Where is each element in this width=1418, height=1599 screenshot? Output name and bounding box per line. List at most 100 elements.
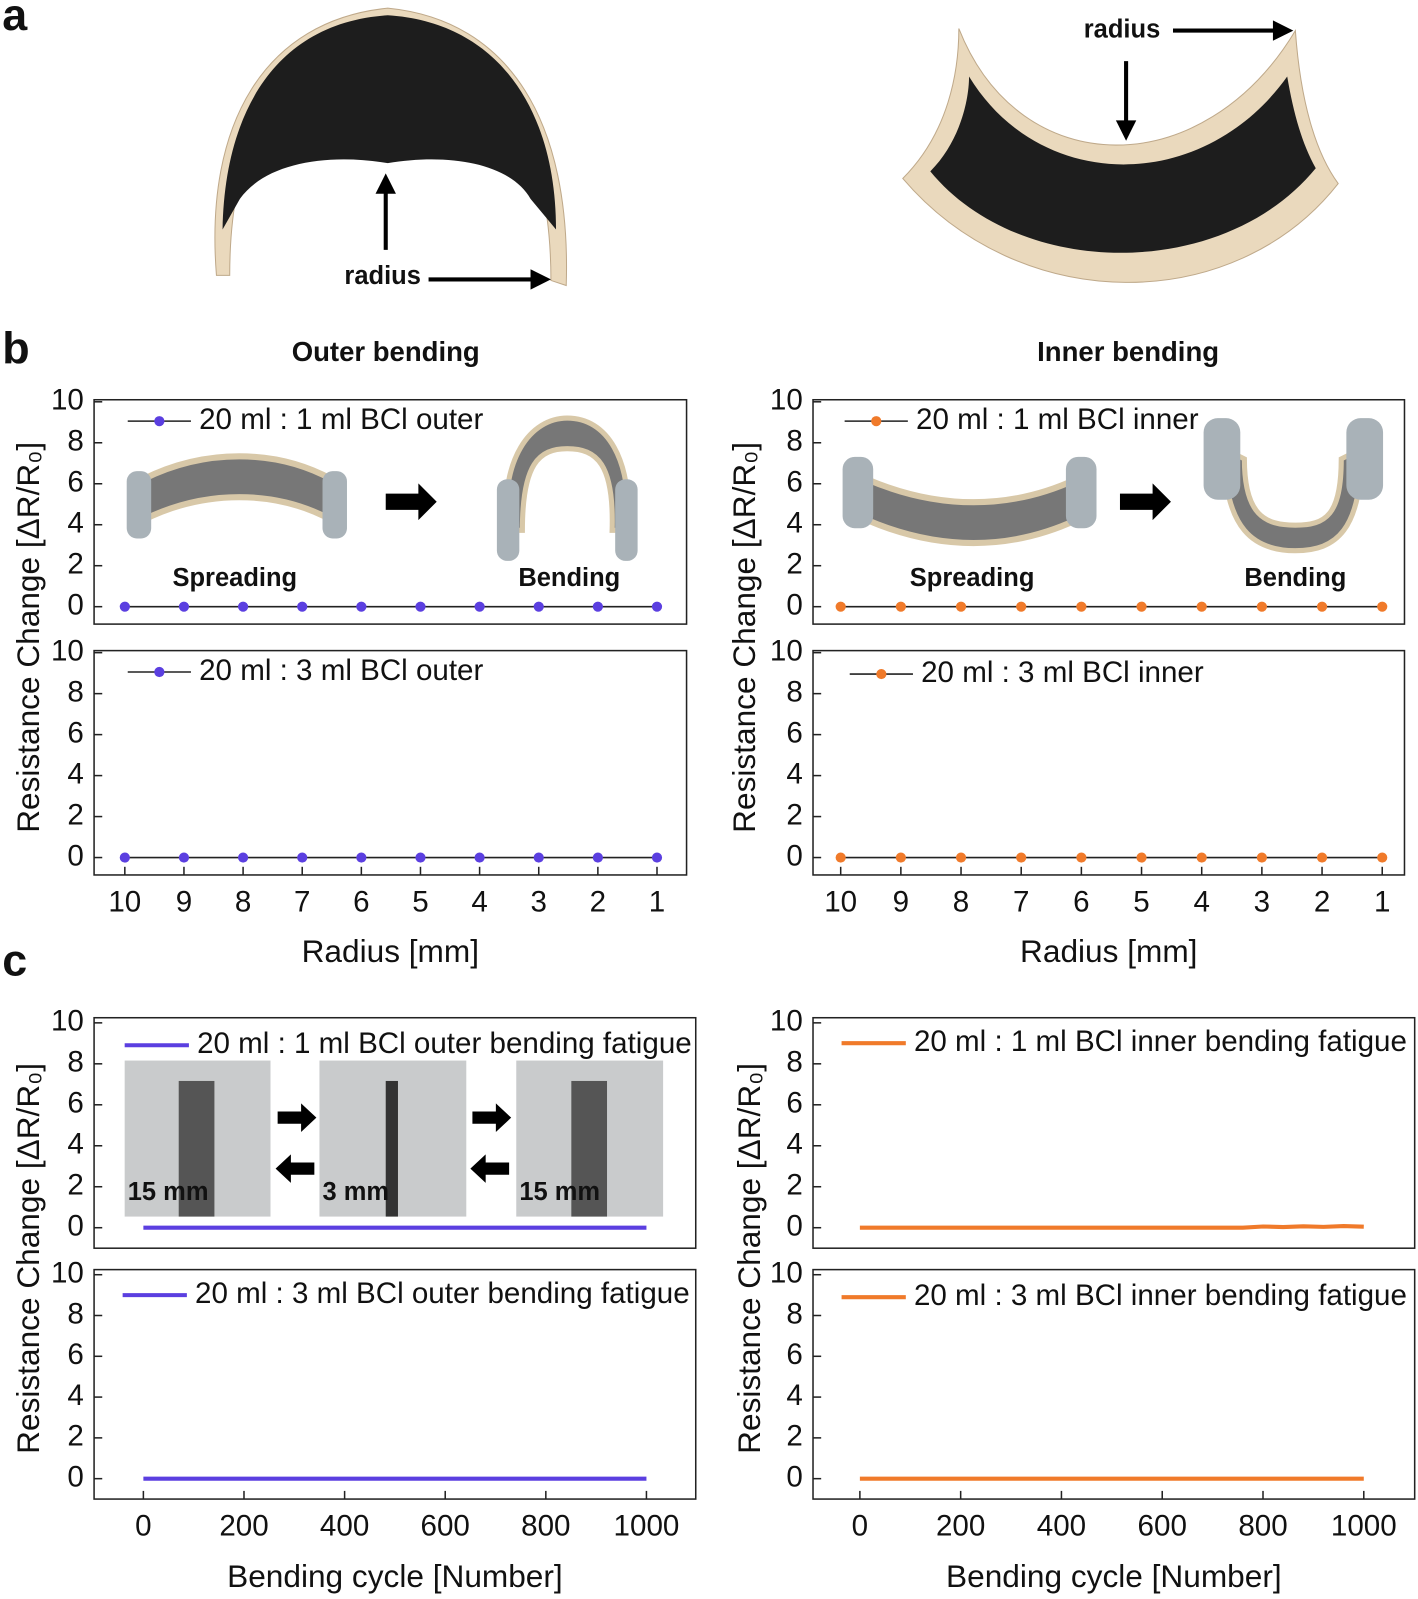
y-tick-label: 2 bbox=[786, 1420, 802, 1453]
legend-marker bbox=[154, 416, 165, 427]
x-tick-label: 7 bbox=[1013, 885, 1029, 918]
y-axis-label: Resistance Change [ΔR/R₀] bbox=[726, 442, 762, 833]
plot-frame bbox=[93, 398, 688, 625]
data-point bbox=[356, 852, 367, 863]
y-tick-label: 2 bbox=[786, 1169, 802, 1202]
data-point bbox=[1196, 601, 1207, 612]
data-point bbox=[1256, 852, 1267, 863]
annotation: Spreading bbox=[910, 564, 1035, 592]
data-point bbox=[119, 601, 130, 612]
x-tick-label: 0 bbox=[135, 1509, 151, 1542]
y-tick-label: 10 bbox=[770, 1257, 803, 1290]
legend-marker bbox=[876, 668, 887, 680]
x-axis-label: Bending cycle [Number] bbox=[227, 1558, 563, 1594]
y-tick-label: 8 bbox=[67, 675, 83, 708]
annotation: 15 mm bbox=[128, 1178, 209, 1206]
y-tick-label: 6 bbox=[67, 1338, 83, 1371]
outer-bending-illustration bbox=[214, 7, 568, 290]
x-tick-label: 4 bbox=[1193, 885, 1209, 918]
y-tick-label: 4 bbox=[786, 757, 802, 790]
plot-frame bbox=[93, 1016, 697, 1249]
y-tick-label: 6 bbox=[786, 716, 802, 749]
plot-frame bbox=[93, 649, 688, 876]
y-tick-label: 10 bbox=[51, 634, 84, 667]
data-point bbox=[533, 852, 544, 863]
outer-inset-illustration bbox=[126, 415, 638, 561]
data-point bbox=[1016, 852, 1027, 863]
legend-label: 20 ml : 1 ml BCl inner bbox=[916, 403, 1199, 436]
legend-label: 20 ml : 3 ml BCl outer bending fatigue bbox=[195, 1277, 690, 1310]
data-point bbox=[474, 601, 485, 612]
x-tick-label: 1 bbox=[649, 885, 665, 918]
legend-label: 20 ml : 3 ml BCl inner bbox=[921, 656, 1204, 689]
y-tick-label: 4 bbox=[67, 1379, 83, 1412]
y-tick-label: 6 bbox=[786, 466, 802, 499]
data-point bbox=[297, 601, 308, 612]
y-tick-label: 4 bbox=[786, 1379, 802, 1412]
x-tick-label: 400 bbox=[320, 1509, 369, 1542]
y-tick-label: 4 bbox=[786, 507, 802, 540]
x-tick-label: 2 bbox=[590, 885, 606, 918]
data-point bbox=[835, 852, 846, 863]
data-point bbox=[1377, 601, 1388, 612]
x-tick-label: 600 bbox=[421, 1509, 470, 1542]
y-tick-label: 0 bbox=[786, 1460, 802, 1493]
data-point bbox=[592, 601, 603, 612]
x-tick-label: 6 bbox=[353, 885, 369, 918]
y-tick-label: 0 bbox=[67, 1460, 83, 1493]
x-tick-label: 8 bbox=[235, 885, 251, 918]
plot-frame bbox=[812, 398, 1406, 625]
x-tick-label: 1000 bbox=[1331, 1509, 1397, 1542]
fatigue-photos bbox=[124, 1060, 664, 1217]
x-tick-label: 7 bbox=[294, 885, 310, 918]
legend-label: 20 ml : 3 ml BCl outer bbox=[199, 654, 483, 687]
y-tick-label: 6 bbox=[786, 1338, 802, 1371]
panel-label: b bbox=[2, 323, 29, 374]
x-tick-label: 9 bbox=[893, 885, 909, 918]
inner-bending-illustration bbox=[902, 20, 1339, 283]
y-tick-label: 2 bbox=[67, 1420, 83, 1453]
plot-frame bbox=[812, 1016, 1416, 1249]
y-tick-label: 0 bbox=[67, 1210, 83, 1243]
y-tick-label: 10 bbox=[51, 1005, 84, 1038]
panel-title: Inner bending bbox=[1037, 336, 1219, 367]
x-tick-label: 9 bbox=[176, 885, 192, 918]
y-tick-label: 4 bbox=[786, 1128, 802, 1161]
x-tick-label: 800 bbox=[1238, 1509, 1287, 1542]
data-line bbox=[859, 1224, 1364, 1230]
data-point bbox=[651, 852, 663, 863]
y-tick-label: 2 bbox=[786, 548, 802, 581]
y-tick-label: 0 bbox=[786, 839, 802, 872]
annotation: Spreading bbox=[172, 564, 297, 592]
data-point bbox=[835, 601, 846, 612]
y-tick-label: 4 bbox=[67, 757, 83, 790]
y-tick-label: 0 bbox=[786, 1210, 802, 1243]
data-point bbox=[356, 601, 367, 612]
x-tick-label: 400 bbox=[1037, 1509, 1086, 1542]
data-point bbox=[1377, 852, 1388, 863]
y-tick-label: 10 bbox=[770, 634, 803, 667]
y-tick-label: 0 bbox=[786, 588, 802, 621]
y-tick-label: 8 bbox=[67, 425, 83, 458]
x-tick-label: 600 bbox=[1138, 1509, 1187, 1542]
y-tick-label: 4 bbox=[67, 507, 83, 540]
panel-label: c bbox=[2, 935, 27, 986]
y-tick-label: 8 bbox=[786, 1297, 802, 1330]
data-point bbox=[297, 852, 308, 863]
radius-label: radius bbox=[1084, 15, 1160, 43]
y-tick-label: 8 bbox=[786, 425, 802, 458]
y-tick-label: 8 bbox=[786, 675, 802, 708]
x-axis-label: Radius [mm] bbox=[1020, 933, 1197, 969]
x-tick-label: 6 bbox=[1073, 885, 1089, 918]
y-tick-label: 10 bbox=[770, 1005, 803, 1038]
y-tick-label: 0 bbox=[67, 839, 83, 872]
data-point bbox=[1076, 852, 1087, 863]
y-tick-label: 10 bbox=[51, 384, 84, 417]
x-tick-label: 2 bbox=[1314, 885, 1330, 918]
data-point bbox=[1256, 601, 1267, 612]
x-tick-label: 3 bbox=[1254, 885, 1270, 918]
y-tick-label: 6 bbox=[67, 716, 83, 749]
plot-frame bbox=[93, 1268, 697, 1500]
data-point bbox=[955, 601, 967, 612]
